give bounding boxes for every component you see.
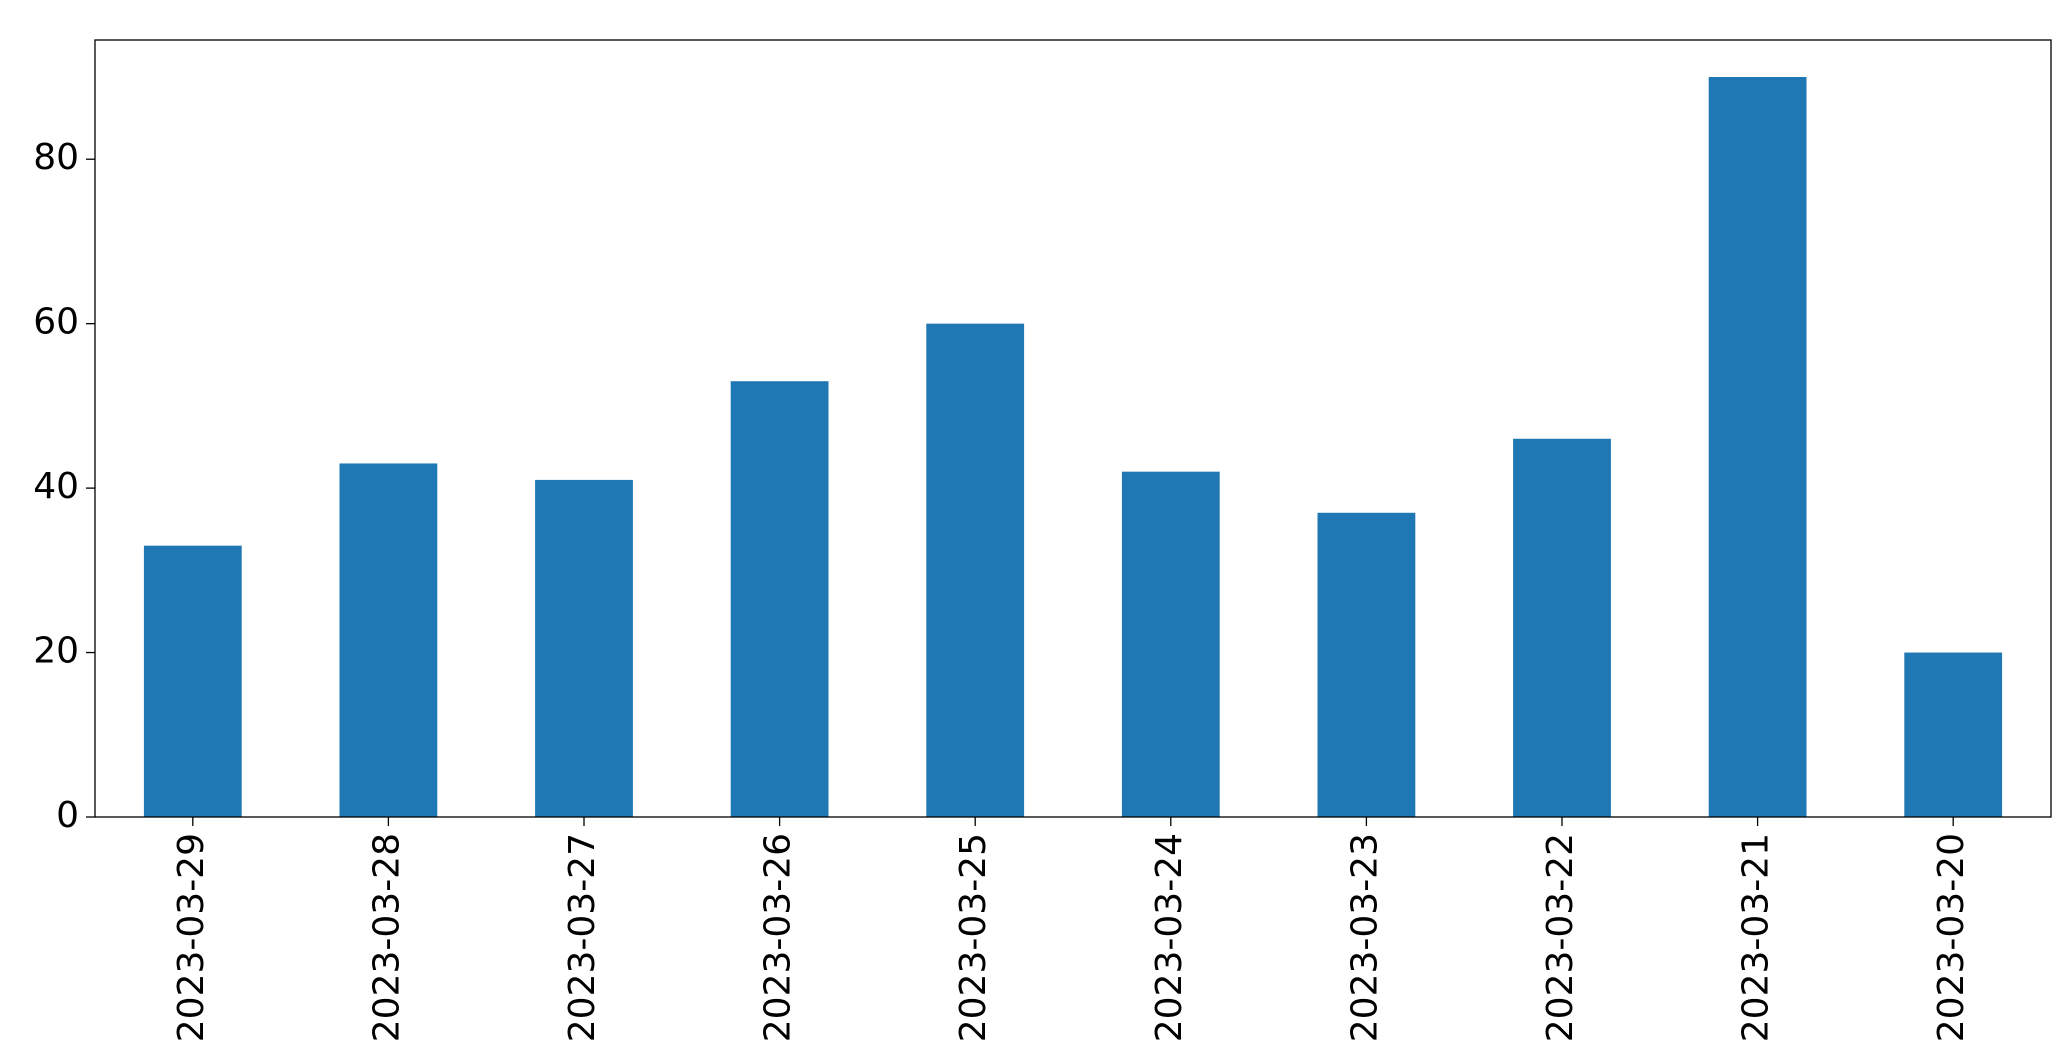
y-tick-label: 80 [33,137,79,178]
y-tick-label: 0 [56,795,79,836]
x-tick-label: 2023-03-27 [562,833,603,1042]
bar [926,323,1025,817]
y-tick-label: 60 [33,302,79,343]
x-tick-label: 2023-03-21 [1736,833,1777,1042]
y-tick-label: 20 [33,631,79,672]
bar [1513,438,1611,817]
bar [143,545,242,817]
x-tick-label: 2023-03-28 [366,833,407,1042]
x-tick-label: 2023-03-29 [171,833,212,1042]
bar [339,463,438,817]
bar [1708,77,1807,817]
bar [730,381,829,817]
bar [1317,512,1416,817]
y-tick-label: 40 [33,466,79,507]
x-tick-label: 2023-03-26 [758,833,799,1042]
x-tick-label: 2023-03-23 [1344,833,1385,1042]
x-tick-label: 2023-03-25 [953,833,994,1042]
bar [535,479,633,817]
x-tick-label: 2023-03-22 [1540,833,1581,1042]
plot-frame [94,39,2052,818]
bar [1121,471,1220,817]
x-tick-label: 2023-03-24 [1149,833,1190,1042]
bar [1904,652,2003,817]
x-tick-label: 2023-03-20 [1931,833,1972,1042]
